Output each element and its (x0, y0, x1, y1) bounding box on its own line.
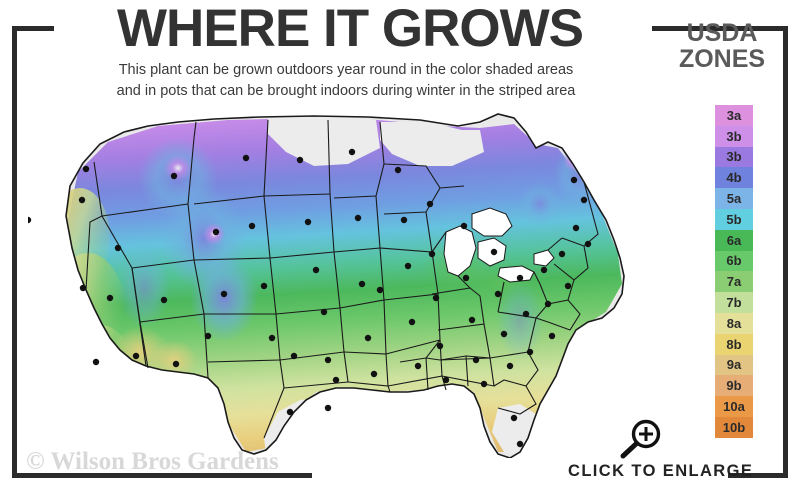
legend-swatch-10a: 10a (715, 396, 753, 417)
legend-swatch-label: 7a (726, 274, 742, 290)
legend-swatch-label: 9a (726, 357, 742, 373)
legend-swatch-5a: 5a (715, 188, 753, 209)
hardiness-zone-map[interactable] (28, 108, 648, 458)
map-svg (28, 113, 625, 458)
great-basin-cold (118, 248, 170, 328)
legend-title-line-2: ZONES (678, 45, 766, 73)
legend-swatch-label: 10b (722, 419, 746, 435)
legend-swatch-3b-lower: 3b (715, 146, 753, 168)
frame-top-left-bracket (12, 26, 54, 31)
legend-swatch-label: 10a (723, 399, 745, 415)
legend-swatch-label: 5b (726, 211, 742, 227)
legend-swatch-label: 6a (726, 232, 742, 248)
legend-swatch-9b: 9b (715, 375, 753, 397)
legend-swatch-label: 7b (726, 295, 742, 311)
legend-swatch-9a: 9a (715, 354, 753, 376)
legend-swatch-6b: 6b (715, 250, 753, 272)
frame-bottom-right-bracket (728, 473, 788, 478)
legend-swatch-5b: 5b (715, 208, 753, 230)
legend-swatch-label: 3b (726, 128, 742, 144)
usda-zone-legend: 3a 3b 3b 4b 5a 5b 6a 6b 7a 7b 8a 8b 9a 9b 10a 10b (715, 105, 753, 438)
legend-swatch-3a: 3a (715, 105, 753, 126)
frame-left-edge (12, 26, 17, 478)
great-lakes (443, 207, 555, 283)
northern-maine-very-cold (563, 149, 585, 171)
lake-superior (471, 207, 513, 237)
appalachian-cool (496, 280, 544, 360)
legend-swatch-label: 9b (726, 378, 742, 394)
legend-swatch-label: 6b (726, 253, 742, 269)
page-subtitle: This plant can be grown outdoors year ro… (36, 60, 656, 102)
frame-bottom-left-bracket (12, 473, 312, 478)
magnifier-plus-icon[interactable] (618, 418, 664, 460)
legend-swatch-3b-upper: 3b (715, 125, 753, 147)
legend-swatch-7a: 7a (715, 271, 753, 293)
lake-erie (497, 265, 535, 283)
legend-swatch-8a: 8a (715, 312, 753, 334)
state-borders (65, 113, 625, 458)
legend-swatch-6a: 6a (715, 229, 753, 251)
southern-rockies-cold (190, 254, 258, 342)
watermark-copyright: © Wilson Bros Gardens (26, 448, 279, 475)
legend-swatch-label: 8b (726, 336, 742, 352)
frame-right-edge (783, 26, 788, 478)
subtitle-line-2: and in pots that can be brought indoors … (116, 83, 576, 99)
click-to-enlarge-label[interactable]: CLICK TO ENLARGE (568, 462, 754, 480)
legend-swatch-7b: 7b (715, 292, 753, 313)
frame-top-right-bracket (652, 26, 788, 31)
northern-minnesota-too-cold (380, 122, 484, 166)
legend-swatch-label: 4b (726, 170, 742, 186)
legend-swatch-label: 8a (726, 315, 742, 331)
yellowstone-very-cold (164, 155, 192, 181)
legend-title: USDA ZONES (662, 20, 782, 72)
legend-swatch-label: 5a (726, 191, 742, 207)
legend-swatch-4b: 4b (715, 167, 753, 189)
legend-swatch-label: 3b (726, 149, 742, 165)
adirondacks-cold (518, 182, 562, 226)
pacific-northwest-coast-warm (66, 188, 110, 288)
lake-ontario (533, 249, 555, 267)
legend-title-line-1: USDA (686, 19, 758, 47)
page-title: WHERE IT GROWS (117, 0, 584, 58)
zone-shading-layer (66, 116, 622, 458)
city-dots (28, 148, 592, 448)
florida-too-warm (492, 404, 536, 454)
legend-swatch-label: 3a (726, 107, 742, 123)
legend-swatch-10b: 10b (715, 416, 753, 438)
subtitle-line-1: This plant can be grown outdoors year ro… (118, 62, 574, 78)
legend-swatch-8b: 8b (715, 333, 753, 355)
